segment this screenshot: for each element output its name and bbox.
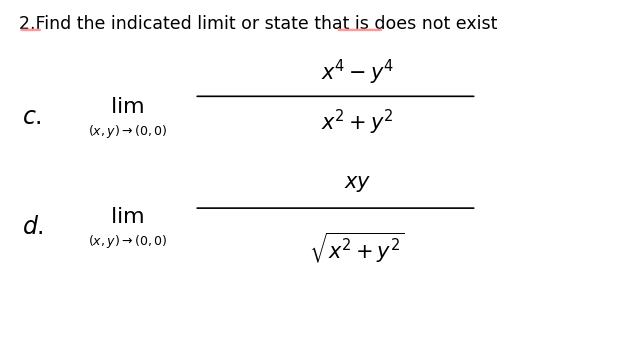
Text: $xy$: $xy$ [344, 174, 371, 194]
Text: $(x,y)\rightarrow(0,0)$: $(x,y)\rightarrow(0,0)$ [88, 123, 167, 140]
Text: $(x,y)\rightarrow(0,0)$: $(x,y)\rightarrow(0,0)$ [88, 233, 167, 250]
Text: $\it{d.}$: $\it{d.}$ [22, 215, 44, 239]
Text: $\it{c.}$: $\it{c.}$ [22, 105, 42, 129]
Text: $x^4-y^4$: $x^4-y^4$ [321, 58, 394, 87]
Text: $x^2+y^2$: $x^2+y^2$ [321, 108, 394, 137]
Text: 2.Find the indicated limit or state that is does not exist: 2.Find the indicated limit or state that… [19, 15, 497, 33]
Text: $\mathrm{lim}$: $\mathrm{lim}$ [110, 97, 144, 117]
Text: $\mathrm{lim}$: $\mathrm{lim}$ [110, 207, 144, 227]
Text: $\sqrt{x^2+y^2}$: $\sqrt{x^2+y^2}$ [310, 230, 405, 265]
